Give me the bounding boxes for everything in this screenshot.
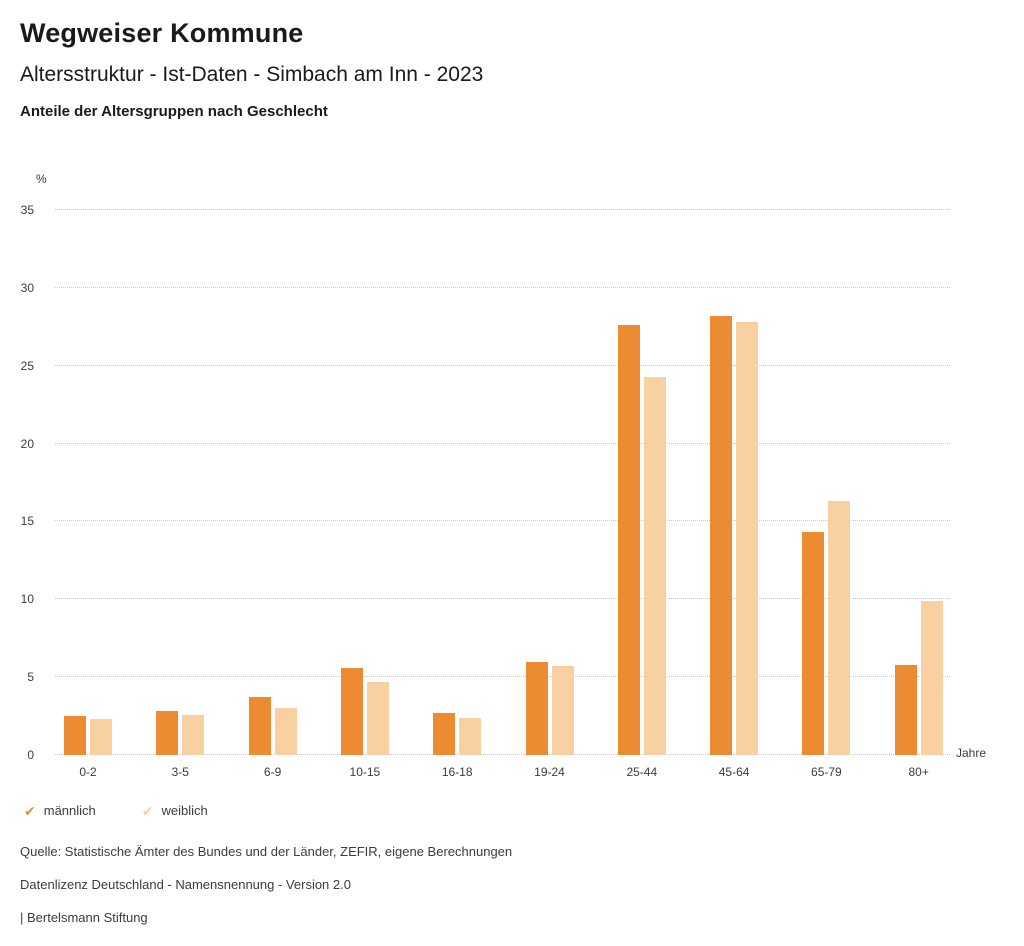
bar-group-19-24: [525, 661, 574, 755]
y-tick-label-10: 10: [20, 592, 34, 607]
bar-weiblich-3-5[interactable]: [182, 714, 205, 755]
bar-männlich-16-18[interactable]: [433, 712, 456, 755]
legend-label-weiblich: weiblich: [161, 803, 208, 818]
bar-weiblich-80+[interactable]: [920, 600, 943, 755]
bar-group-0-2: [64, 716, 112, 755]
bar-group-65-79: [802, 501, 851, 755]
bar-männlich-6-9[interactable]: [248, 697, 271, 755]
bar-weiblich-6-9[interactable]: [274, 708, 297, 755]
x-tick-label-16-18: 16-18: [441, 765, 473, 779]
x-tick-label-65-79: 65-79: [811, 765, 842, 779]
footer: Quelle: Statistische Ämter des Bundes un…: [20, 844, 512, 943]
bar-männlich-25-44[interactable]: [617, 325, 640, 755]
gridline-15: [55, 520, 950, 522]
bar-group-45-64: [710, 315, 759, 755]
gridline-25: [55, 364, 950, 366]
x-tick-label-25-44: 25-44: [626, 765, 658, 779]
bar-männlich-65-79[interactable]: [802, 532, 825, 755]
x-tick-label-80+: 80+: [908, 765, 929, 779]
chart-description: Anteile der Altersgruppen nach Geschlech…: [20, 103, 328, 120]
gridline-35: [55, 209, 950, 210]
x-tick-label-3-5: 3-5: [171, 765, 189, 779]
bar-männlich-10-15[interactable]: [340, 667, 363, 755]
legend-item-maennlich[interactable]: ✔ männlich: [24, 803, 96, 818]
gridline-0: [55, 754, 950, 755]
bar-group-25-44: [617, 325, 666, 755]
bar-group-10-15: [340, 667, 389, 755]
bar-weiblich-10-15[interactable]: [366, 681, 389, 755]
y-tick-label-30: 30: [20, 280, 34, 295]
y-tick-label-0: 0: [27, 748, 34, 762]
bar-männlich-3-5[interactable]: [156, 711, 179, 755]
plot-area: [55, 209, 950, 755]
y-tick-label-15: 15: [20, 514, 34, 529]
bar-männlich-45-64[interactable]: [710, 315, 733, 755]
legend-label-maennlich: männlich: [43, 803, 96, 818]
bar-männlich-19-24[interactable]: [525, 661, 548, 755]
bar-group-80+: [894, 600, 943, 755]
y-tick-label-25: 25: [20, 358, 34, 373]
gridline-10: [55, 598, 950, 600]
bar-weiblich-0-2[interactable]: [90, 719, 112, 755]
bar-weiblich-19-24[interactable]: [551, 666, 574, 755]
page-title: Wegweiser Kommune: [20, 18, 304, 48]
source-note: Quelle: Statistische Ämter des Bundes un…: [20, 844, 513, 859]
check-icon: ✔: [141, 802, 154, 819]
bar-group-6-9: [248, 697, 297, 755]
x-axis-unit-label: Jahre: [956, 746, 987, 760]
bar-group-16-18: [433, 712, 482, 755]
y-tick-label-35: 35: [20, 203, 34, 217]
y-tick-label-5: 5: [27, 670, 34, 685]
x-tick-label-45-64: 45-64: [718, 765, 750, 779]
x-tick-label-6-9: 6-9: [263, 765, 282, 779]
y-tick-label-20: 20: [20, 436, 34, 451]
bar-weiblich-65-79[interactable]: [828, 501, 851, 755]
chart-subtitle: Altersstruktur - Ist-Daten - Simbach am …: [20, 63, 484, 86]
gridline-20: [55, 442, 950, 444]
y-axis-unit-label: %: [36, 172, 47, 186]
bar-group-3-5: [156, 711, 205, 755]
y-axis: 0 5 10 15 20 25 30 35: [0, 203, 34, 762]
bar-weiblich-45-64[interactable]: [736, 322, 759, 755]
x-tick-label-0-2: 0-2: [79, 765, 97, 779]
bar-weiblich-25-44[interactable]: [643, 376, 666, 755]
gridline-5: [55, 676, 950, 678]
license-note: Datenlizenz Deutschland - Namensnennung …: [20, 877, 351, 892]
bar-weiblich-16-18[interactable]: [459, 717, 482, 755]
x-tick-label-10-15: 10-15: [349, 765, 381, 779]
attribution: | Bertelsmann Stiftung: [20, 910, 148, 925]
bar-männlich-80+[interactable]: [894, 664, 917, 755]
gridline-30: [55, 286, 950, 288]
x-tick-label-19-24: 19-24: [534, 765, 565, 779]
bar-männlich-0-2[interactable]: [64, 716, 86, 755]
legend: ✔ männlich ✔ weiblich: [24, 803, 208, 818]
x-axis: 0-2 3-5 6-9 10-15 16-18 19-24 25-44 45-64 65-79 8…: [55, 765, 950, 785]
header: Wegweiser Kommune Altersstruktur - Ist-D…: [20, 18, 980, 120]
legend-item-weiblich[interactable]: ✔ weiblich: [142, 803, 208, 818]
check-icon: ✔: [24, 802, 36, 819]
